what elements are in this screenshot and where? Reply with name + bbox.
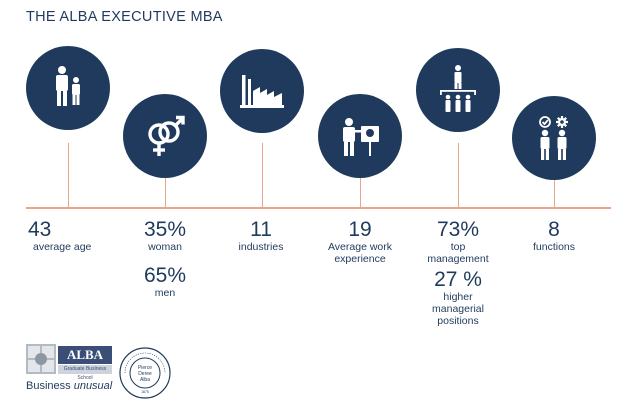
people-icon [56, 66, 80, 106]
seal-center-line: Alba [140, 377, 150, 383]
alba-tagline-bold: Business [26, 380, 71, 392]
stat-average-age: 43 average age [28, 218, 112, 254]
stat-value: 35% [143, 218, 187, 241]
connector-line [165, 178, 167, 207]
stat-label: functions [532, 241, 576, 253]
presenter-circle [318, 94, 402, 178]
alba-subtitle: Graduate Business School [58, 365, 112, 381]
college-seal: Pierce Deree Alba 1875 [118, 346, 172, 400]
stat-label: management [427, 253, 489, 265]
hierarchy-circle [416, 48, 500, 132]
gender-circle [123, 94, 207, 178]
connector-line [68, 143, 70, 207]
college-seal-icon: Pierce Deree Alba 1875 [119, 347, 171, 399]
stat-gender: 35% woman 65% men [120, 218, 210, 300]
alba-logo: ALBA Graduate Business School Business u… [26, 344, 112, 398]
timeline-axis [26, 207, 611, 209]
gender-icon [148, 115, 185, 156]
seal-center-line: Deree [138, 371, 152, 377]
stat-label-secondary: managerial [432, 303, 484, 315]
stat-label-secondary: higher [443, 291, 473, 303]
alba-tagline: Business unusual [26, 380, 112, 392]
stat-value-secondary: 27 % [434, 268, 482, 291]
stat-label: industries [238, 241, 284, 253]
stat-value: 8 [548, 218, 560, 241]
hierarchy-icon [440, 65, 476, 112]
seal-year: 1875 [141, 390, 149, 394]
stat-value: 73% [436, 218, 480, 241]
stat-label: Average work [327, 241, 392, 253]
stat-label: woman [148, 241, 182, 253]
stat-industries: 11 industries [216, 218, 306, 254]
stat-value: 11 [250, 218, 272, 241]
stat-management: 73% top management 27 % higher manageria… [412, 218, 504, 328]
connector-line [360, 178, 362, 207]
factory-circle [220, 49, 304, 133]
stat-value: 43 [28, 218, 52, 241]
functions-circle [512, 96, 596, 180]
connector-line [554, 180, 556, 207]
stat-functions: 8 functions [508, 218, 600, 254]
connector-line [458, 143, 460, 207]
stat-label: experience [334, 253, 386, 265]
alba-tagline-italic: unusual [73, 380, 113, 392]
stat-work-experience: 19 Average work experience [312, 218, 408, 266]
alba-wordmark: ALBA [58, 346, 112, 364]
connector-line [262, 143, 264, 207]
stat-label-secondary: men [154, 287, 176, 299]
alba-emblem-icon [26, 344, 56, 374]
factory-icon [240, 75, 284, 108]
page-title: THE ALBA EXECUTIVE MBA [26, 9, 223, 25]
stat-value: 19 [348, 218, 372, 241]
stat-label: average age [33, 241, 92, 253]
presenter-icon [343, 118, 379, 156]
people-circle [26, 46, 110, 130]
stat-label: top [450, 241, 466, 253]
stat-value-secondary: 65% [143, 264, 187, 287]
seal-center-line: Pierce [138, 365, 152, 371]
functions-icon [539, 116, 568, 160]
stat-label-secondary: positions [437, 315, 479, 327]
